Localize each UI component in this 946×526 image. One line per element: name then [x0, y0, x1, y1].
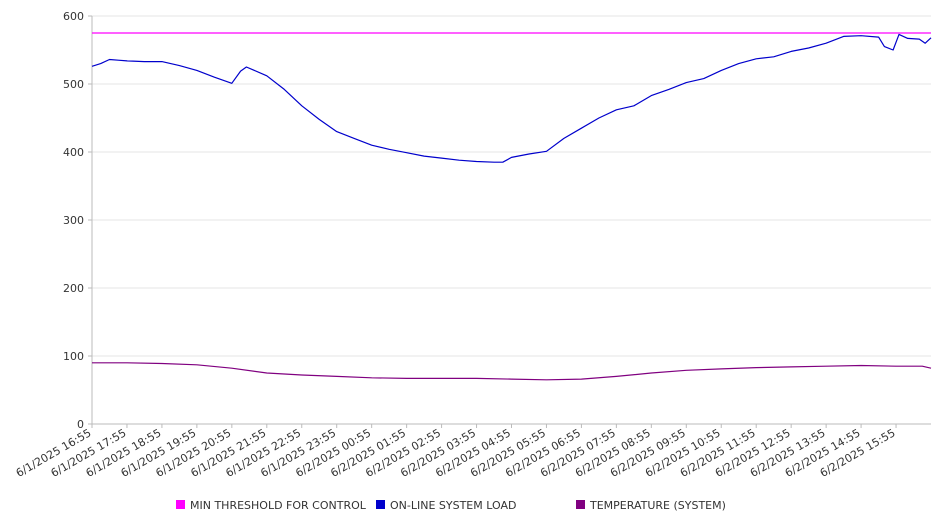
y-tick-label: 200 [63, 282, 84, 295]
series-line-1 [91, 33, 932, 163]
legend-swatch [176, 500, 185, 509]
series-lines [91, 32, 932, 381]
y-tick-label: 500 [63, 78, 84, 91]
legend-swatch [376, 500, 385, 509]
y-tick-label: 400 [63, 146, 84, 159]
gridlines [92, 15, 931, 357]
legend-swatch [576, 500, 585, 509]
legend-label: ON-LINE SYSTEM LOAD [390, 499, 516, 512]
y-tick-label: 0 [77, 418, 84, 431]
y-axis-ticks: 0 100 200 300 400 500 600 [63, 10, 92, 431]
legend-label: TEMPERATURE (SYSTEM) [589, 499, 726, 512]
legend: MIN THRESHOLD FOR CONTROL ON-LINE SYSTEM … [176, 499, 726, 512]
series-line-2 [92, 362, 932, 381]
y-tick-label: 300 [63, 214, 84, 227]
y-tick-label: 100 [63, 350, 84, 363]
y-tick-label: 600 [63, 10, 84, 23]
legend-label: MIN THRESHOLD FOR CONTROL [190, 499, 367, 512]
x-axis-ticks: 6/1/2025 16:556/1/2025 17:556/1/2025 18:… [14, 424, 898, 480]
